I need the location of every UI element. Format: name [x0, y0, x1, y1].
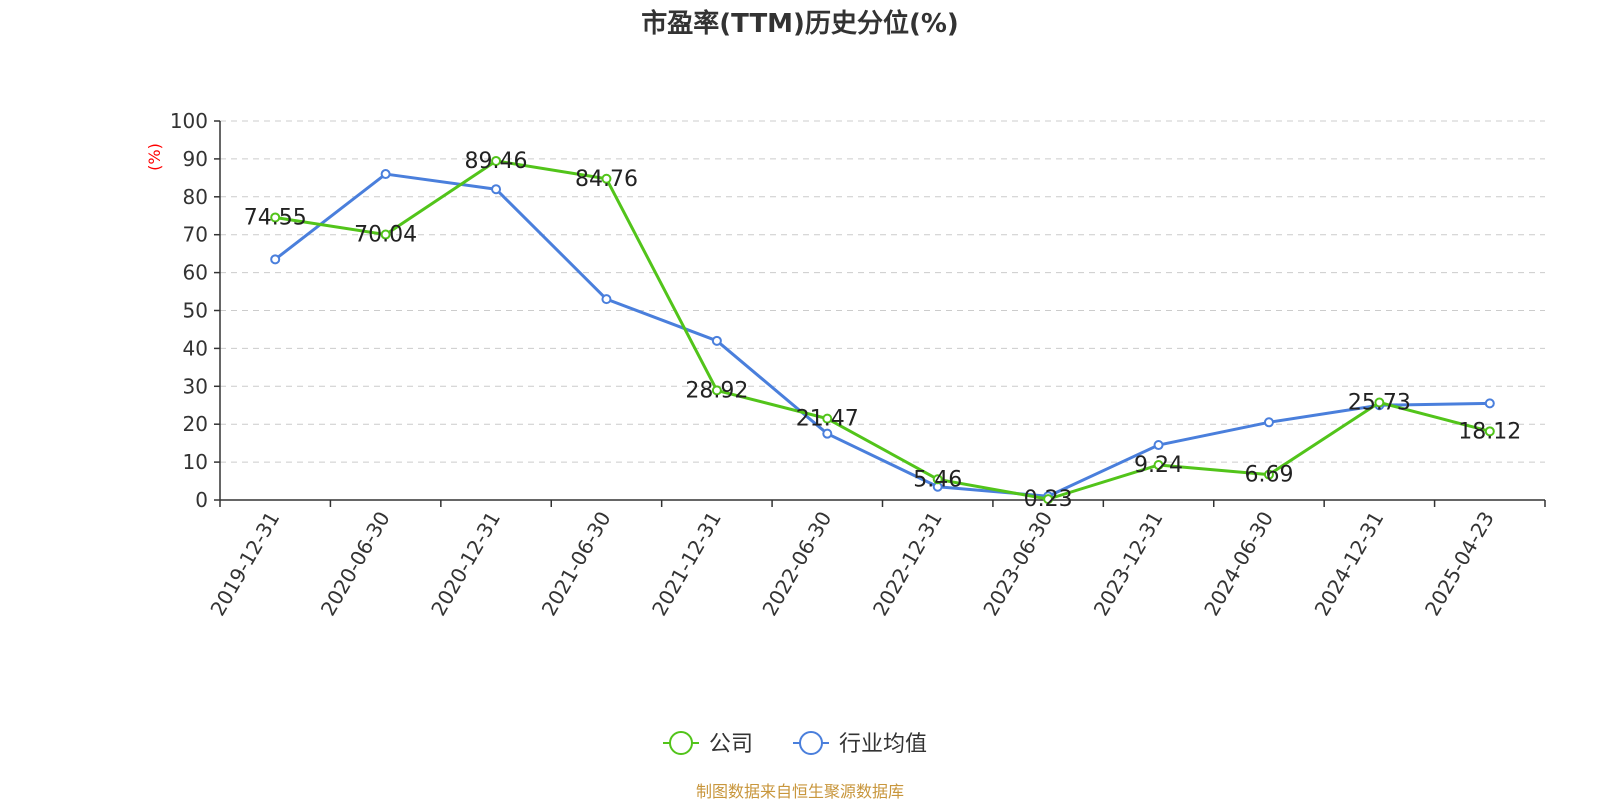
y-tick-label: 90	[183, 147, 208, 171]
y-tick-label: 40	[183, 336, 208, 360]
data-label: 25.73	[1348, 390, 1411, 415]
chart-title: 市盈率(TTM)历史分位(%)	[641, 8, 959, 39]
data-point	[1153, 440, 1164, 451]
data-labels: 74.55 70.04 89.46 84.76 28.92 21.47 5.46 0.23 9.…	[244, 149, 1522, 512]
data-point	[711, 385, 722, 396]
data-point	[601, 294, 612, 305]
data-label: 89.46	[465, 149, 528, 174]
x-tick-label: 2023-06-30	[978, 507, 1057, 620]
y-tick-label: 10	[183, 450, 208, 474]
data-point	[1484, 398, 1495, 409]
legend[interactable]: 公司 行业均值	[663, 731, 927, 757]
y-tick-label: 80	[183, 185, 208, 209]
y-tick-label: 60	[183, 261, 208, 285]
data-point	[822, 428, 833, 439]
series-line-industry-average	[274, 172, 1490, 498]
data-point	[380, 229, 391, 240]
data-point	[1153, 459, 1164, 470]
legend-marker	[799, 731, 823, 755]
data-label: 6.69	[1244, 463, 1293, 488]
data-label: 0.23	[1024, 487, 1073, 512]
x-tick-label: 2019-12-31	[205, 507, 284, 620]
x-tick-label: 2020-12-31	[426, 507, 505, 620]
y-tick-label: 0	[195, 488, 208, 512]
data-point	[932, 474, 943, 485]
data-label: 21.47	[796, 407, 859, 432]
data-point	[601, 173, 612, 184]
y-tick-label: 20	[183, 412, 208, 436]
data-point	[1263, 417, 1274, 428]
data-point	[270, 254, 281, 265]
legend-label: 公司	[709, 732, 753, 757]
data-point	[380, 169, 391, 180]
y-tick-label: 50	[183, 299, 208, 323]
y-tick-label: 70	[183, 223, 208, 247]
legend-marker	[669, 731, 693, 755]
data-label: 18.12	[1458, 419, 1521, 444]
legend-item-company[interactable]: 公司	[663, 731, 753, 757]
data-label: 74.55	[244, 205, 307, 230]
data-point	[711, 335, 722, 346]
x-tick-label: 2024-12-31	[1310, 507, 1389, 620]
data-label: 5.46	[913, 467, 962, 492]
data-point	[270, 212, 281, 223]
data-point	[1374, 397, 1385, 408]
x-tick-label: 2021-06-30	[537, 507, 616, 620]
x-tick-label: 2025-04-23	[1420, 507, 1499, 620]
data-point	[491, 155, 502, 166]
grid-lines	[220, 120, 1545, 463]
data-point	[491, 184, 502, 195]
data-label: 28.92	[685, 378, 748, 403]
x-tick-label: 2021-12-31	[647, 507, 726, 620]
data-point	[822, 413, 833, 424]
y-tick-label: 100	[170, 109, 208, 133]
source-note: 制图数据来自恒生聚源数据库	[695, 782, 904, 801]
x-tick-label: 2020-06-30	[316, 507, 395, 620]
legend-item-industry-average[interactable]: 行业均值	[793, 731, 927, 757]
y-tick-label: 30	[183, 374, 208, 398]
x-tick-label: 2022-06-30	[757, 507, 836, 620]
data-label: 9.24	[1134, 453, 1183, 478]
axes: 0 10 20 30 40 50 60 70 80 90 100 2019-12-31 2020-06-…	[170, 109, 1546, 620]
series-lines	[270, 155, 1495, 505]
data-point	[1263, 469, 1274, 480]
y-axis-label: (%)	[145, 143, 164, 171]
x-tick-label: 2022-12-31	[868, 507, 947, 620]
data-point	[1043, 494, 1054, 505]
legend-label: 行业均值	[839, 732, 927, 757]
series-line-company	[274, 159, 1491, 501]
data-point	[1484, 426, 1495, 437]
x-tick-label: 2023-12-31	[1089, 507, 1168, 620]
data-label: 84.76	[575, 167, 638, 192]
data-label: 70.04	[354, 223, 417, 248]
x-tick-label: 2024-06-30	[1199, 507, 1278, 620]
